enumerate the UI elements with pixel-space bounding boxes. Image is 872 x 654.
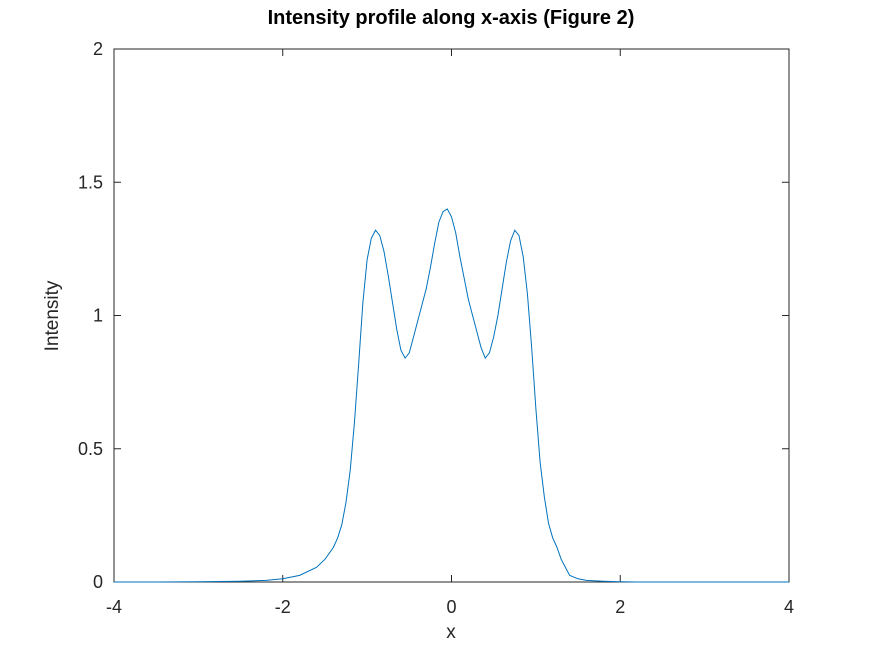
y-tick-label: 2 [93,39,103,59]
axes-box [113,48,790,583]
intensity-series-line [114,208,789,583]
y-tick-label: 1 [93,306,103,326]
x-tick-label: -2 [275,597,291,617]
y-tick-label: 0 [93,572,103,592]
x-tick-label: 2 [615,597,625,617]
y-axis-ticks: 0 0.5 1 1.5 2 [78,39,789,592]
x-tick-label: 4 [784,597,794,617]
x-tick-label: 0 [446,597,456,617]
x-axis-label: x [446,622,456,643]
chart-title: Intensity profile along x-axis (Figure 2… [268,7,635,29]
y-axis-label: Intensity [42,280,63,351]
plot-area: -4 -2 0 2 4 0 0.5 1 1.5 2 [78,39,794,617]
y-tick-label: 0.5 [78,439,103,459]
y-tick-label: 1.5 [78,172,103,192]
x-tick-label: -4 [106,597,122,617]
